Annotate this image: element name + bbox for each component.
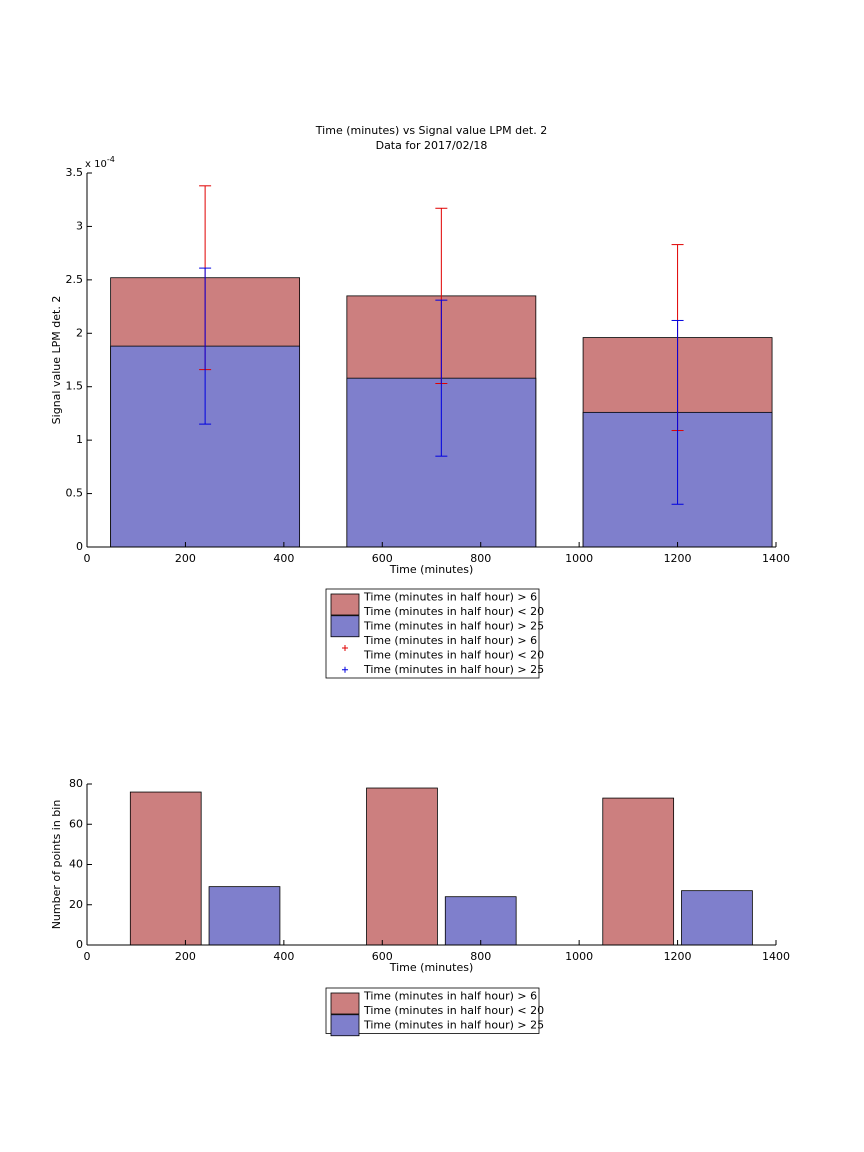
legend-label: Time (minutes in half hour) > 6 <box>363 590 537 603</box>
x-tick-label: 1200 <box>664 950 692 963</box>
y-tick-label: 60 <box>69 817 83 830</box>
chart-subtitle: Data for 2017/02/18 <box>376 139 488 152</box>
legend-swatch <box>330 593 360 616</box>
x-tick-label: 400 <box>273 950 294 963</box>
legend-label: Time (minutes in half hour) > 25 <box>363 619 544 632</box>
y-tick-label: 2.5 <box>66 273 84 286</box>
x-tick-label: 200 <box>175 950 196 963</box>
x-tick-label: 800 <box>470 552 491 565</box>
error-bar <box>671 319 684 505</box>
bar <box>366 787 438 946</box>
y-tick-label: 1.5 <box>66 380 84 393</box>
y-tick-label: 40 <box>69 858 83 871</box>
legend-label: Time (minutes in half hour) < 20 <box>363 605 544 618</box>
x-tick-label: 1400 <box>762 552 790 565</box>
legend-label: Time (minutes in half hour) > 25 <box>363 663 544 676</box>
x-tick-label: 800 <box>470 950 491 963</box>
x-tick-label: 200 <box>175 552 196 565</box>
legend-swatch <box>330 992 360 1015</box>
legend-label: Time (minutes in half hour) > 25 <box>363 1018 544 1031</box>
x-axis-label: Time (minutes) <box>389 961 474 974</box>
bar <box>602 797 675 946</box>
x-tick-label: 1000 <box>565 552 593 565</box>
x-tick-label: 1400 <box>762 950 790 963</box>
legend: Time (minutes in half hour) > 6 Time (min… <box>325 987 544 1037</box>
y-tick-label: 2 <box>76 326 83 339</box>
x-tick-label: 1000 <box>565 950 593 963</box>
bar <box>444 896 517 946</box>
y-tick-label: 0 <box>76 540 83 553</box>
y-tick-label: 1 <box>76 433 83 446</box>
y-tick-label: 0.5 <box>66 487 84 500</box>
legend-swatch <box>330 1014 360 1037</box>
y-tick-label: 3.5 <box>66 166 84 179</box>
y-tick-label: 80 <box>69 777 83 790</box>
error-bar <box>435 299 448 457</box>
multiplier-exponent: -4 <box>107 155 115 164</box>
legend-label: Time (minutes in half hour) < 20 <box>363 648 544 661</box>
x-tick-label: 600 <box>372 552 393 565</box>
x-tick-label: 400 <box>273 552 294 565</box>
x-tick-label: 0 <box>84 950 91 963</box>
bar <box>208 886 281 946</box>
y-axis-label: Signal value LPM det. 2 <box>50 296 63 425</box>
y-axis-label: Number of points in bin <box>50 800 63 930</box>
bar <box>129 791 202 946</box>
legend-marker <box>342 666 348 673</box>
x-tick-label: 600 <box>372 950 393 963</box>
legend-label: Time (minutes in half hour) > 6 <box>363 634 537 647</box>
legend-label: Time (minutes in half hour) > 6 <box>363 989 537 1002</box>
multiplier-base: x 10 <box>85 159 107 170</box>
y-tick-label: 0 <box>76 938 83 951</box>
legend-swatch <box>330 615 360 638</box>
axis-multiplier: x 10-4 <box>85 155 115 171</box>
x-axis-label: Time (minutes) <box>389 563 474 576</box>
y-tick-label: 3 <box>76 219 83 232</box>
legend-box <box>325 987 540 1034</box>
chart-title: Time (minutes) vs Signal value LPM det. … <box>315 124 547 137</box>
bar <box>681 890 753 946</box>
x-tick-label: 1200 <box>664 552 692 565</box>
legend-box <box>325 588 540 679</box>
error-bar <box>199 267 212 425</box>
legend-marker <box>342 645 348 651</box>
y-tick-label: 20 <box>69 898 83 911</box>
legend-label: Time (minutes in half hour) < 20 <box>363 1004 544 1017</box>
x-tick-label: 0 <box>84 552 91 565</box>
